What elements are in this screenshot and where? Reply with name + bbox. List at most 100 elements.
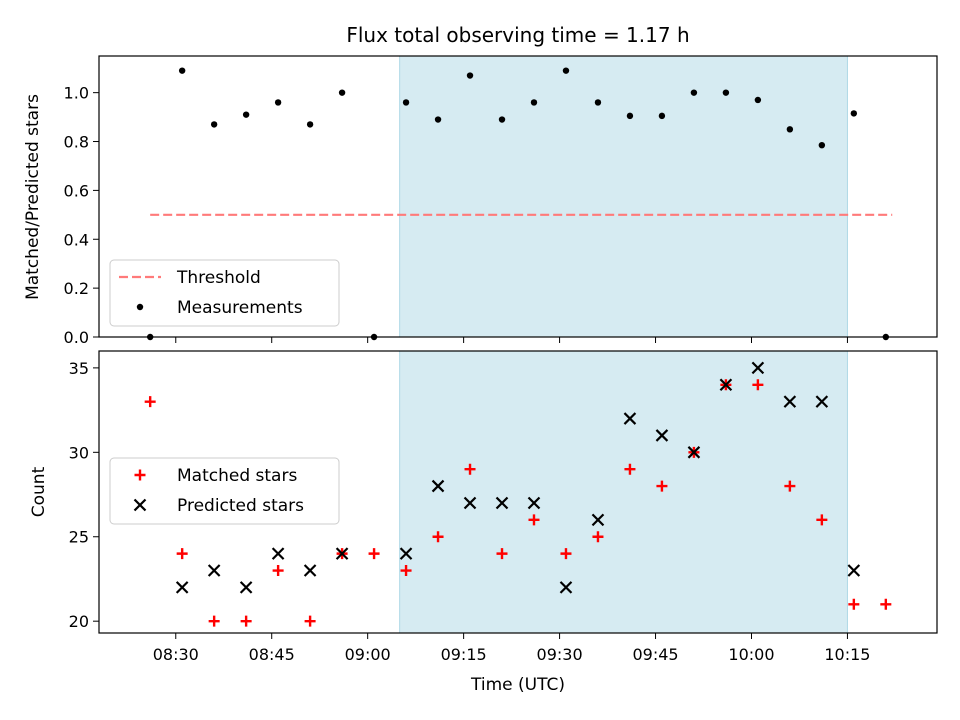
x-tick-label: 08:45 (249, 645, 295, 664)
predicted-star-point (463, 496, 477, 510)
measurement-point (754, 96, 762, 104)
top-legend-box (109, 259, 340, 327)
predicted-star-point (495, 496, 509, 510)
matched-star-point (432, 531, 444, 543)
measurement-point (690, 89, 698, 96)
predicted-star-point (655, 429, 669, 442)
top-y-axis-label: Matched/Predicted stars (23, 94, 43, 300)
bottom-legend: Matched stars Predicted stars (109, 457, 340, 525)
bottom-y-tick-label: 20 (69, 612, 89, 631)
measurement-point (274, 99, 282, 106)
predicted-star-point (239, 581, 253, 594)
matched-star-point (368, 548, 380, 560)
measurement-point (434, 116, 442, 123)
predicted-star-point (527, 496, 541, 510)
top-shaded-region (399, 55, 848, 338)
matched-star-point (528, 514, 540, 526)
bottom-y-tick-label: 30 (69, 443, 89, 462)
top-plot-area: 0.0 0.2 0.4 0.6 0.8 1.0 Threshold Measurements (64, 55, 938, 347)
predicted-star-point (591, 513, 605, 527)
predicted-star-point (559, 581, 573, 594)
predicted-star-point (847, 564, 861, 577)
matched-star-point (464, 463, 476, 475)
measurement-point (402, 99, 410, 106)
predicted-star-point (271, 547, 285, 560)
measurement-point (466, 72, 474, 79)
measurement-point (626, 112, 634, 120)
measurement-point (658, 112, 666, 120)
predicted-star-point (399, 547, 413, 560)
matched-star-point (784, 480, 796, 492)
measurement-point (306, 121, 314, 128)
matched-star-point (240, 615, 252, 627)
x-tick-label: 09:00 (345, 645, 391, 664)
top-y-tick-label: 0.4 (64, 230, 89, 249)
bottom-shaded-region (399, 350, 848, 634)
bottom-y-axis-label: Count (29, 466, 49, 517)
measurement-point (818, 141, 826, 149)
top-axes-frame (98, 55, 938, 338)
matched-star-point (656, 480, 668, 492)
legend-entry-label: Measurements (177, 298, 303, 318)
bottom-plot-area: 20 25 30 35 08:30 08:45 09:00 09:15 09:30 09:45 10… (69, 350, 938, 664)
predicted-star-point (335, 547, 349, 560)
legend-predicted-swatch (133, 498, 147, 512)
x-tick-label: 09:30 (537, 645, 583, 664)
measurement-point (594, 99, 602, 106)
measurement-point (338, 89, 346, 96)
measurement-point (850, 110, 858, 117)
matched-star-point (176, 548, 188, 560)
matched-star-point (752, 379, 764, 391)
chart-title: Flux total observing time = 1.17 h (346, 23, 689, 47)
matched-star-point (816, 514, 828, 526)
bottom-y-tick-label: 25 (69, 528, 89, 547)
legend-entry-label: Matched stars (177, 466, 297, 486)
predicted-star-point (431, 479, 445, 493)
legend-matched-swatch (134, 469, 146, 481)
measurement-point (562, 67, 570, 74)
matched-star-point (880, 598, 892, 610)
predicted-star-point (303, 564, 317, 577)
matched-star-point (848, 598, 860, 610)
predicted-star-point (815, 395, 829, 408)
x-tick-label: 10:15 (824, 645, 870, 664)
matched-star-point (624, 463, 636, 475)
matched-star-point (496, 548, 508, 560)
measurement-point (178, 67, 186, 74)
measurement-point (786, 126, 794, 133)
matched-star-point (272, 565, 284, 577)
measurement-point (722, 89, 730, 96)
x-tick-label: 10:00 (728, 645, 774, 664)
predicted-star-point (783, 395, 797, 408)
legend-entry-label: Threshold (176, 268, 261, 288)
measurement-point (498, 116, 506, 123)
bottom-axes-frame (98, 350, 938, 634)
top-y-tick-label: 0.2 (64, 279, 89, 298)
measurement-point (210, 121, 218, 128)
matched-star-point (400, 565, 412, 577)
predicted-star-point (751, 361, 765, 375)
x-tick-label: 08:30 (153, 645, 199, 664)
predicted-star-point (719, 378, 733, 392)
bottom-legend-box (109, 457, 340, 525)
matched-star-point (208, 615, 220, 627)
legend-measurement-swatch (136, 303, 144, 311)
x-axis-label: Time (UTC) (470, 675, 565, 695)
x-tick-label: 09:15 (441, 645, 487, 664)
measurement-point (242, 111, 250, 118)
x-tick-label: 09:45 (632, 645, 678, 664)
top-legend: Threshold Measurements (109, 259, 340, 327)
legend-entry-label: Predicted stars (177, 496, 304, 516)
predicted-star-point (207, 564, 221, 577)
top-y-tick-label: 0.0 (64, 328, 89, 347)
matched-star-point (304, 615, 316, 627)
matched-star-point (592, 531, 604, 543)
top-y-tick-label: 0.8 (64, 133, 89, 152)
predicted-star-point (623, 412, 637, 425)
top-y-tick-label: 0.6 (64, 181, 89, 200)
predicted-star-point (175, 581, 189, 594)
bottom-y-tick-label: 35 (69, 359, 89, 378)
matched-star-point (144, 396, 156, 408)
matched-star-point (560, 548, 572, 560)
